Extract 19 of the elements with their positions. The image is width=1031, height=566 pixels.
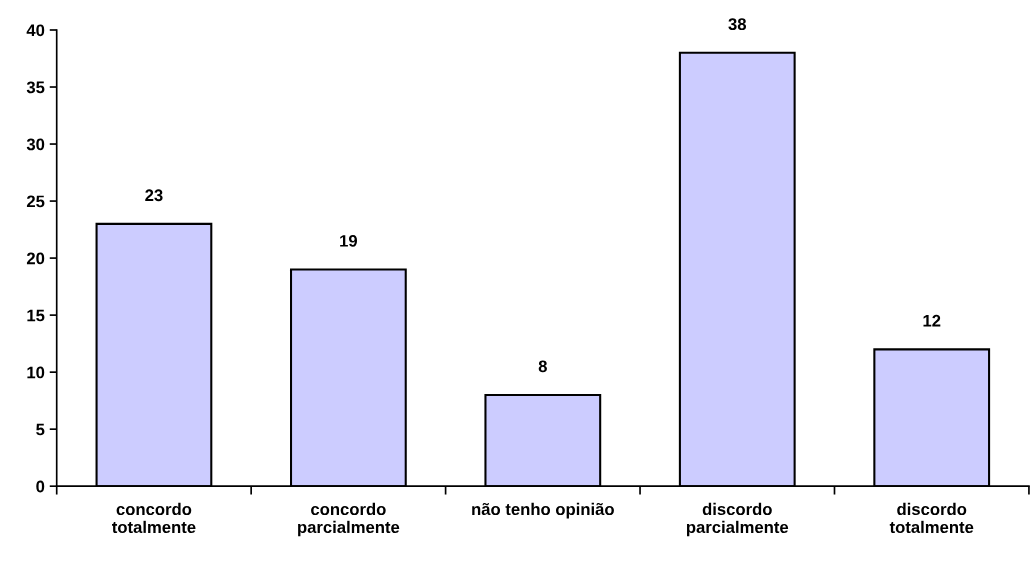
x-tick-label: concordo totalmente xyxy=(112,502,196,534)
y-tick-label: 15 xyxy=(27,309,45,322)
y-tick-label: 25 xyxy=(26,195,45,208)
x-tick-label: não tenho opinião xyxy=(472,502,614,519)
data-label: 12 xyxy=(923,314,941,327)
y-tick-label: 30 xyxy=(26,138,45,151)
y-tick-label: 40 xyxy=(26,24,45,37)
x-tick-label: discordo totalmente xyxy=(889,502,974,534)
y-tick-label: 10 xyxy=(27,366,45,379)
data-label: 8 xyxy=(538,360,547,373)
x-tick-label: discordo parcialmente xyxy=(686,502,789,537)
y-tick-label: 0 xyxy=(36,480,45,493)
y-tick-label: 5 xyxy=(36,423,45,436)
data-label: 38 xyxy=(728,18,747,31)
data-label: 19 xyxy=(340,234,358,247)
data-label: 23 xyxy=(145,189,163,202)
y-tick-label: 20 xyxy=(26,252,45,265)
y-tick-label: 35 xyxy=(26,81,45,94)
x-tick-label: concordo parcialmente xyxy=(298,502,400,537)
